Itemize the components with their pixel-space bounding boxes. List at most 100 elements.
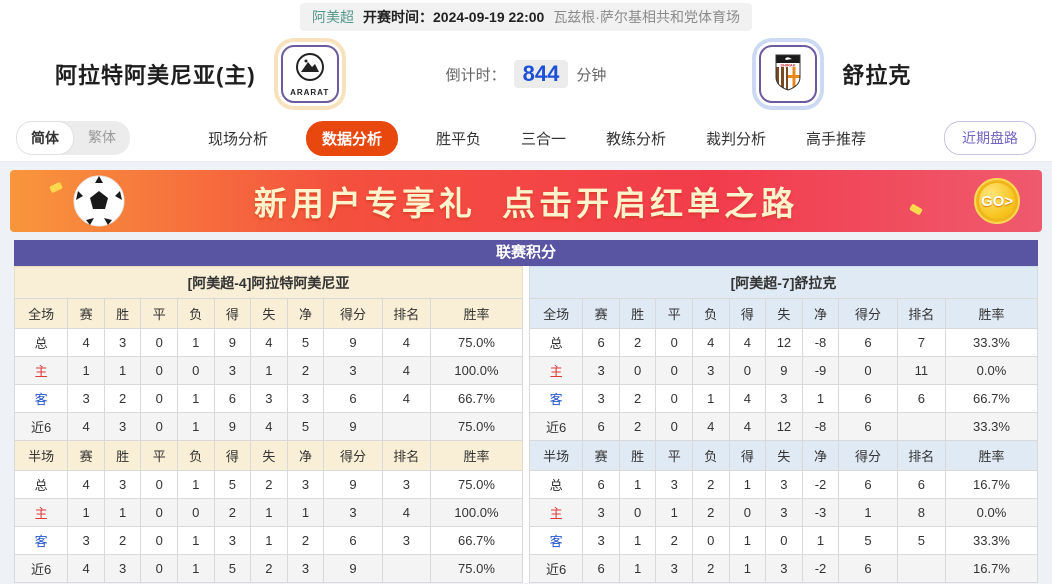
table-cell: 3 [765,470,803,499]
table-cell: 0.0% [944,498,1039,527]
table-cell: 6 [582,328,620,357]
table-cell: 3 [103,470,142,499]
table-cell: 2 [618,384,657,413]
table-cell: -2 [801,470,840,499]
league-tag: 阿美超 [312,8,354,25]
nav-tab[interactable]: 高手推荐 [806,130,867,148]
table-cell: -9 [801,356,840,385]
table-cell: 4 [728,412,767,441]
lang-tab[interactable]: 简体 [16,121,74,155]
column-header-row: 半场赛胜平负得失净得分 排名 胜率 [13,440,524,471]
table-cell: 3 [381,470,431,499]
table-cell [381,412,431,441]
table-cell: 75.0% [429,470,524,499]
table-cell: 0 [140,526,179,555]
column-header: 胜率 [429,298,524,329]
table-cell: 6 [838,470,898,499]
table-cell: 3 [286,554,325,583]
table-cell: 3 [103,412,142,441]
column-header: 胜 [618,440,657,471]
table-row: 总 6 2 0 4 4 12 -8 6 7 33.3% [528,328,1039,357]
column-header: 赛 [67,440,105,471]
table-cell: 3 [655,554,694,583]
nav-tab[interactable]: 裁判分析 [706,130,767,148]
table-cell: 12 [765,328,803,357]
table-cell: -8 [801,328,840,357]
table-cell: 0 [728,356,767,385]
column-header: 排名 [896,440,946,471]
table-cell: 5 [896,526,946,555]
table-cell: 4 [381,498,431,527]
table-cell [381,554,431,583]
table-cell: 1 [286,498,325,527]
column-header: 胜率 [944,440,1039,471]
nav-tab[interactable]: 胜平负 [435,130,481,148]
table-cell [896,412,946,441]
table-cell: 66.7% [429,526,524,555]
table-cell: 1 [801,384,840,413]
table-cell: 9 [323,412,383,441]
column-header: 得 [213,298,252,329]
table-cell: 0.0% [944,356,1039,385]
table-cell: 1 [250,526,288,555]
table-row: 主 3 0 1 2 0 3 -3 1 8 0.0% [528,498,1039,527]
table-row: 近6 4 3 0 1 9 4 5 9 75.0% [13,412,524,441]
banner-text: 新用户专享礼 点击开启红单之路 [253,185,799,222]
nav-tab[interactable]: 数据分析 [305,120,398,156]
table-cell: 4 [67,554,105,583]
home-logo-text: ARARAT [290,87,330,97]
row-label: 客 [13,526,69,555]
go-button[interactable]: GO> [974,178,1020,224]
table-cell: 75.0% [429,554,524,583]
table-cell: 1 [728,554,767,583]
table-cell: 1 [103,356,142,385]
table-cell: 6 [323,384,383,413]
nav-tab[interactable]: 现场分析 [207,130,268,148]
table-cell: 3 [67,384,105,413]
column-header: 失 [250,440,288,471]
table-cell: 6 [838,412,898,441]
column-header: 净 [801,440,840,471]
row-label: 主 [13,356,69,385]
table-cell: 1 [67,498,105,527]
nav-tab[interactable]: 教练分析 [606,130,667,148]
recent-trend-button[interactable]: 近期盘路 [943,121,1036,155]
table-cell: 4 [728,328,767,357]
countdown: 倒计时： 844 分钟 [446,60,606,88]
nav-row: 简体 繁体 现场分析 数据分析 胜平负 三合一 教练分析 裁判分析 高手推荐 近期盘路 [0,115,1052,162]
column-header: 胜 [103,298,142,329]
away-section-header: [阿美超-7]舒拉克 [529,266,1038,298]
table-cell: 4 [728,384,767,413]
column-header: 排名 [896,298,946,329]
table-cell: 4 [67,470,105,499]
lang-tab[interactable]: 繁体 [88,129,116,145]
table-cell: 2 [618,412,657,441]
table-cell: 3 [250,384,288,413]
column-header-row: 半场赛胜平负得失净得分 排名 胜率 [528,440,1039,471]
table-cell: 0 [140,498,179,527]
table-cell: 2 [103,384,142,413]
nav-tab[interactable]: 三合一 [520,130,566,148]
table-cell: 1 [250,498,288,527]
table-cell: 6 [323,526,383,555]
column-header: 负 [177,440,215,471]
table-cell: 1 [618,554,657,583]
home-team-name: 阿拉特阿美尼亚(主) [55,63,256,88]
table-cell: 4 [381,384,431,413]
column-header: 平 [140,440,179,471]
table-cell: 6 [582,554,620,583]
table-cell: 0 [140,554,179,583]
column-header: 得 [728,440,767,471]
table-cell: 6 [838,328,898,357]
promo-banner[interactable]: 新用户专享礼 点击开启红单之路 GO> [10,170,1042,232]
column-header: 得分 [838,298,898,329]
table-cell: 0 [655,356,694,385]
column-header: 全场 [13,298,69,329]
confetti-icon [49,181,63,194]
column-header-row: 全场赛胜平负得失净得分 排名 胜率 [528,298,1039,329]
row-label: 主 [528,356,584,385]
row-label: 总 [13,328,69,357]
row-label: 主 [13,498,69,527]
column-header: 失 [765,298,803,329]
table-cell: 0 [655,328,694,357]
